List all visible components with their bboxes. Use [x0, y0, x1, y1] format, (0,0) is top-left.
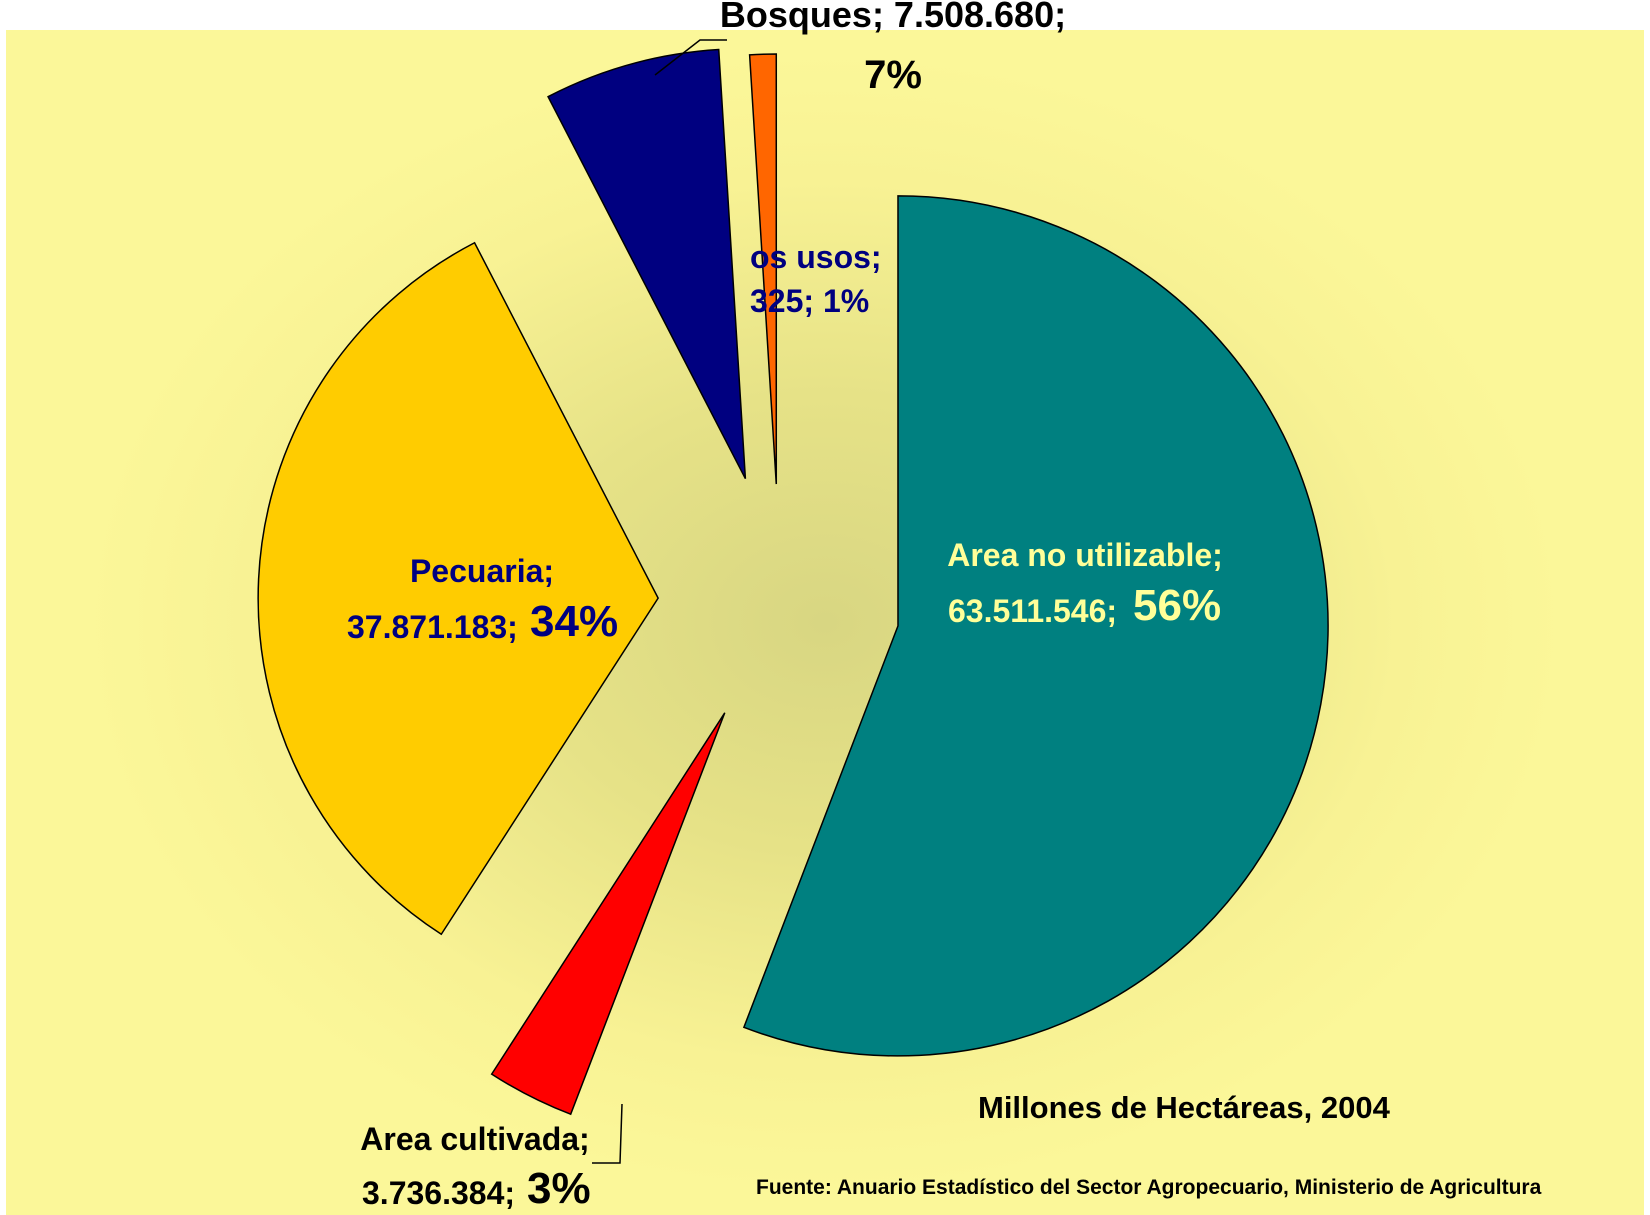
label-pecuaria-value: 37.871.183; [347, 609, 518, 645]
label-otros-usos-name: os usos; [750, 239, 882, 275]
pie-slice-area-no-utilizable [742, 195, 1329, 1057]
label-otros-usos-value: 325; 1% [750, 283, 869, 319]
label-pecuaria-pct: 34% [530, 597, 618, 646]
label-area-cultivada-name: Area cultivada; [360, 1121, 589, 1157]
pie-slice-area-cultivada [490, 712, 726, 1116]
label-area-no-utilizable-value: 63.511.546; [948, 593, 1117, 629]
label-area-cultivada-pct: 3% [527, 1164, 591, 1213]
label-area-cultivada-value: 3.736.384; [362, 1175, 515, 1211]
label-pecuaria-name: Pecuaria; [410, 553, 554, 589]
chart-caption: Millones de Hectáreas, 2004 [978, 1090, 1390, 1125]
label-bosques-name: Bosques; 7.508.680; [720, 0, 1066, 35]
label-area-no-utilizable-pct: 56% [1133, 581, 1221, 630]
pie-slice-bosques [547, 48, 747, 480]
leader-line-bosques [654, 39, 727, 76]
label-area-no-utilizable-name: Area no utilizable; [947, 537, 1223, 573]
pie-slices [257, 48, 1329, 1116]
label-bosques-pct: 7% [864, 53, 922, 97]
leader-line-area-cultivada [592, 1103, 623, 1164]
pie-slice-pecuaria [257, 241, 660, 936]
pie-slice-otros-usos [748, 53, 778, 485]
chart-source: Fuente: Anuario Estadístico del Sector A… [756, 1176, 1542, 1199]
